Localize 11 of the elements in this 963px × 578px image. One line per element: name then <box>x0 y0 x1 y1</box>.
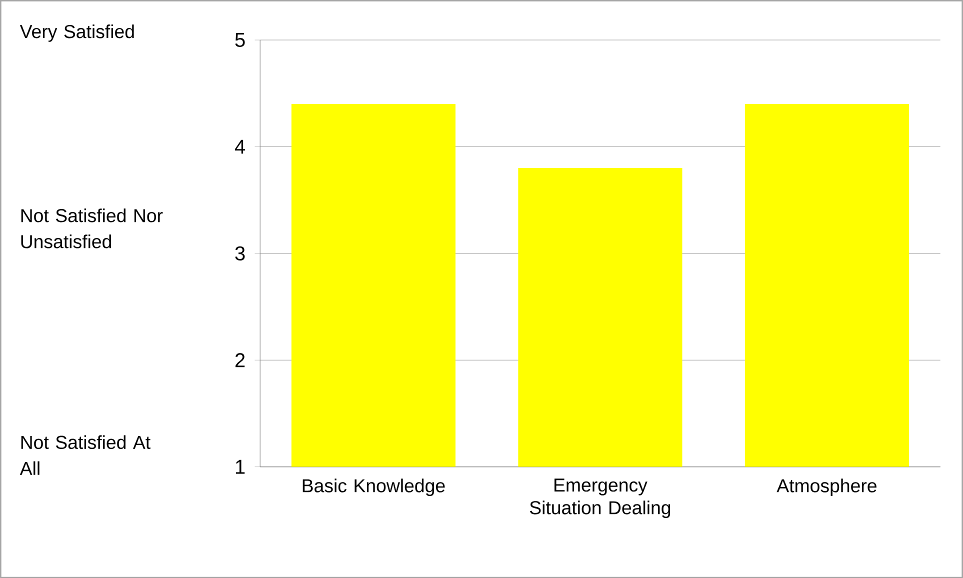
x-tick-label: Basic Knowledge <box>302 478 445 496</box>
text: Not Satisfied Nor Unsatisfied <box>21 208 163 248</box>
y-tick-label: 2 <box>235 353 245 368</box>
x-tick-label: Atmosphere <box>776 478 876 496</box>
y-tick-label: 3 <box>235 246 245 260</box>
x-tick-label: Emergency Situation Dealing <box>530 478 670 518</box>
y-tick-label: 5 <box>235 32 245 47</box>
y-tick-label: 4 <box>234 140 246 154</box>
y-tick-label: 1 <box>236 460 245 474</box>
text: Very Satisfied <box>20 24 134 42</box>
text: Not Satisfied At All <box>20 435 150 475</box>
